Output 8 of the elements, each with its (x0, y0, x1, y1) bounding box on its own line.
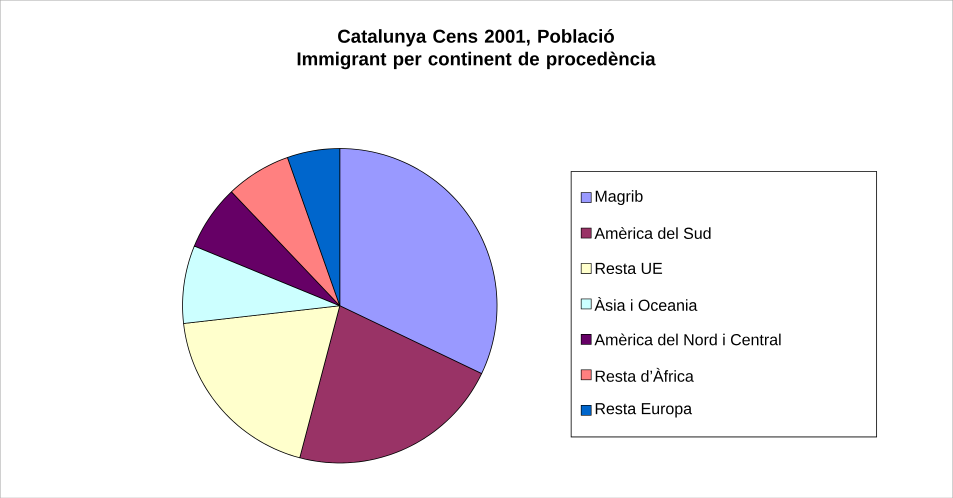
legend-label: Àsia i Oceania (594, 296, 698, 311)
legend-label: Amèrica del Nord i Central (594, 333, 781, 346)
legend-label: Magrib (596, 190, 643, 205)
legend-label: Resta d’Àfrica (596, 368, 694, 382)
chart-title: Catalunya Cens 2001, Població Immigrant per continent de procedència (298, 28, 656, 70)
legend-label: Resta UE (596, 262, 662, 274)
legend-label: Resta Europa (596, 403, 692, 418)
legend-label: Amèrica del Sud (594, 226, 711, 239)
